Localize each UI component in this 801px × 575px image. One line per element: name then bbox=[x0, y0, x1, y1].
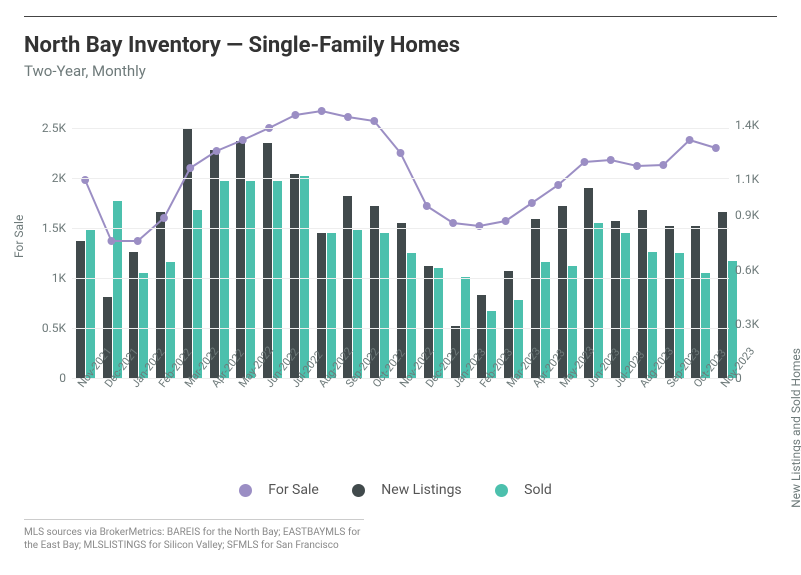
for-sale-marker bbox=[423, 202, 431, 210]
y-right-tick: 1.4K bbox=[735, 118, 759, 132]
for-sale-marker bbox=[107, 237, 115, 245]
for-sale-marker bbox=[659, 161, 667, 169]
for-sale-marker bbox=[397, 149, 405, 157]
y-left-tick: 0 bbox=[59, 371, 66, 385]
for-sale-marker bbox=[449, 219, 457, 227]
y-axis-right-label: New Listings and Sold Homes bbox=[789, 348, 801, 508]
for-sale-marker bbox=[291, 111, 299, 119]
y-right-tick: 0.6K bbox=[735, 263, 759, 277]
for-sale-marker bbox=[318, 107, 326, 115]
for-sale-line bbox=[72, 98, 729, 378]
chart: For Sale 00.5K1K1.5K2K2.5K 00.3K0.6K0.9K… bbox=[24, 98, 777, 418]
y-left-tick: 2.5K bbox=[42, 121, 66, 135]
for-sale-marker bbox=[502, 217, 510, 225]
y-right-tick: 0.3K bbox=[735, 317, 759, 331]
y-right-tick: 1.1K bbox=[735, 172, 759, 186]
for-sale-marker bbox=[528, 199, 536, 207]
for-sale-marker bbox=[633, 162, 641, 170]
for-sale-marker bbox=[160, 214, 168, 222]
page-subtitle: Two-Year, Monthly bbox=[24, 62, 777, 80]
plot-area bbox=[72, 98, 729, 378]
for-sale-marker bbox=[213, 147, 221, 155]
y-left-tick: 2K bbox=[52, 171, 66, 185]
legend-for-sale: For Sale bbox=[268, 482, 319, 498]
for-sale-marker bbox=[686, 136, 694, 144]
for-sale-marker bbox=[186, 164, 194, 172]
for-sale-marker bbox=[712, 144, 720, 152]
y-axis-right: 00.3K0.6K0.9K1.1K1.4K bbox=[729, 98, 777, 378]
top-rule bbox=[24, 16, 777, 17]
page-title: North Bay Inventory — Single-Family Home… bbox=[24, 33, 777, 58]
for-sale-marker bbox=[344, 113, 352, 121]
for-sale-marker bbox=[554, 181, 562, 189]
legend-sold: Sold bbox=[524, 482, 552, 498]
x-axis: Nov-2021Dec-2021Jan-2022Feb-2022Mar-2022… bbox=[66, 382, 735, 462]
footnote: MLS sources via BrokerMetrics: BAREIS fo… bbox=[24, 519, 364, 553]
y-left-tick: 1K bbox=[52, 271, 66, 285]
for-sale-marker bbox=[134, 237, 142, 245]
for-sale-marker bbox=[370, 117, 378, 125]
legend-new-listings: New Listings bbox=[381, 482, 461, 498]
y-axis-left: 00.5K1K1.5K2K2.5K bbox=[24, 98, 72, 378]
for-sale-marker bbox=[239, 136, 247, 144]
for-sale-marker bbox=[581, 158, 589, 166]
legend: For Sale New Listings Sold bbox=[24, 482, 777, 501]
y-left-tick: 0.5K bbox=[42, 321, 66, 335]
for-sale-marker bbox=[607, 156, 615, 164]
y-left-tick: 1.5K bbox=[42, 221, 66, 235]
y-right-tick: 0.9K bbox=[735, 208, 759, 222]
